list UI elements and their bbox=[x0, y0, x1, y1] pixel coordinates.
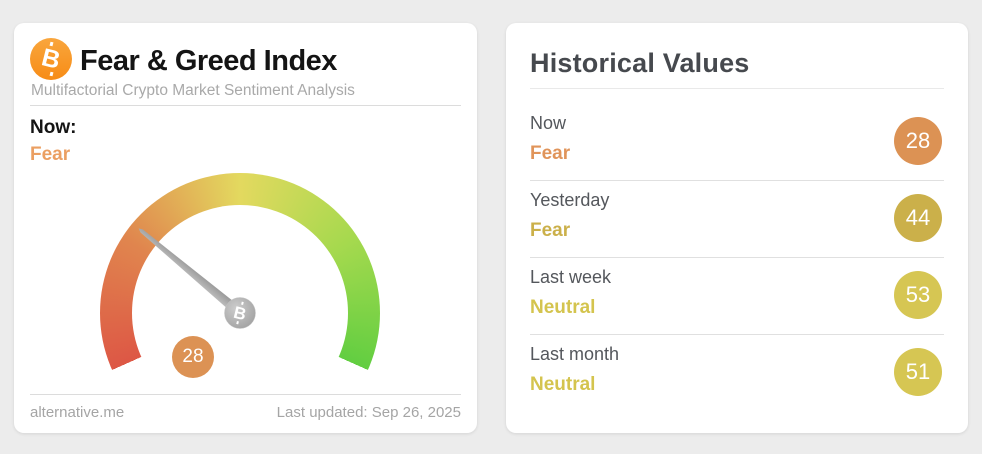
history-row-last-week: Last week Neutral 53 bbox=[530, 257, 942, 334]
row-divider bbox=[530, 180, 944, 181]
page-subtitle: Multifactorial Crypto Market Sentiment A… bbox=[31, 82, 355, 99]
history-period-label: Last week bbox=[530, 267, 612, 287]
header-divider bbox=[30, 105, 461, 106]
history-classification: Fear bbox=[530, 220, 571, 241]
history-period-label: Last month bbox=[530, 344, 620, 364]
historical-values-card: Historical Values Now Fear 28 Yesterday … bbox=[506, 23, 968, 433]
fear-greed-card: B Fear & Greed Index Multifactorial Cryp… bbox=[14, 23, 477, 453]
historical-values-title: Historical Values bbox=[530, 48, 750, 78]
gauge-hub-tick-top bbox=[241, 301, 244, 305]
history-period-label: Now bbox=[530, 113, 567, 133]
history-value-badge: 53 bbox=[894, 271, 942, 319]
gauge-hub-b-glyph: B bbox=[232, 303, 249, 324]
now-label: Now: bbox=[30, 117, 77, 138]
source-link[interactable]: alternative.me bbox=[30, 404, 125, 421]
title-divider bbox=[530, 88, 944, 89]
now-classification: Fear bbox=[30, 144, 71, 165]
gauge-arc-inner-mask bbox=[132, 205, 348, 421]
gauge-needle bbox=[138, 228, 244, 317]
gauge-value-badge: 28 bbox=[172, 336, 214, 378]
history-classification: Neutral bbox=[530, 374, 596, 395]
gauge-needle-group bbox=[138, 228, 244, 317]
row-divider bbox=[530, 257, 944, 258]
history-period-label: Yesterday bbox=[530, 190, 610, 210]
history-row-now: Now Fear 28 bbox=[530, 103, 942, 180]
history-row-yesterday: Yesterday Fear 44 bbox=[530, 180, 942, 257]
gauge-hub bbox=[224, 297, 256, 329]
gauge-hub-tick-bottom bbox=[236, 321, 239, 325]
history-value-badge: 51 bbox=[894, 348, 942, 396]
footer-divider bbox=[30, 394, 461, 395]
gauge-hub-bitcoin-icon: B bbox=[232, 301, 249, 325]
history-classification: Neutral bbox=[530, 297, 596, 318]
history-value-badge: 28 bbox=[894, 117, 942, 165]
row-divider bbox=[530, 334, 944, 335]
bitcoin-icon: B bbox=[30, 38, 72, 80]
last-updated-text: Last updated: Sep 26, 2025 bbox=[276, 404, 461, 421]
page-title: Fear & Greed Index bbox=[80, 45, 337, 77]
history-row-last-month: Last month Neutral 51 bbox=[530, 334, 942, 411]
history-value-badge: 44 bbox=[894, 194, 942, 242]
history-classification: Fear bbox=[530, 143, 571, 164]
